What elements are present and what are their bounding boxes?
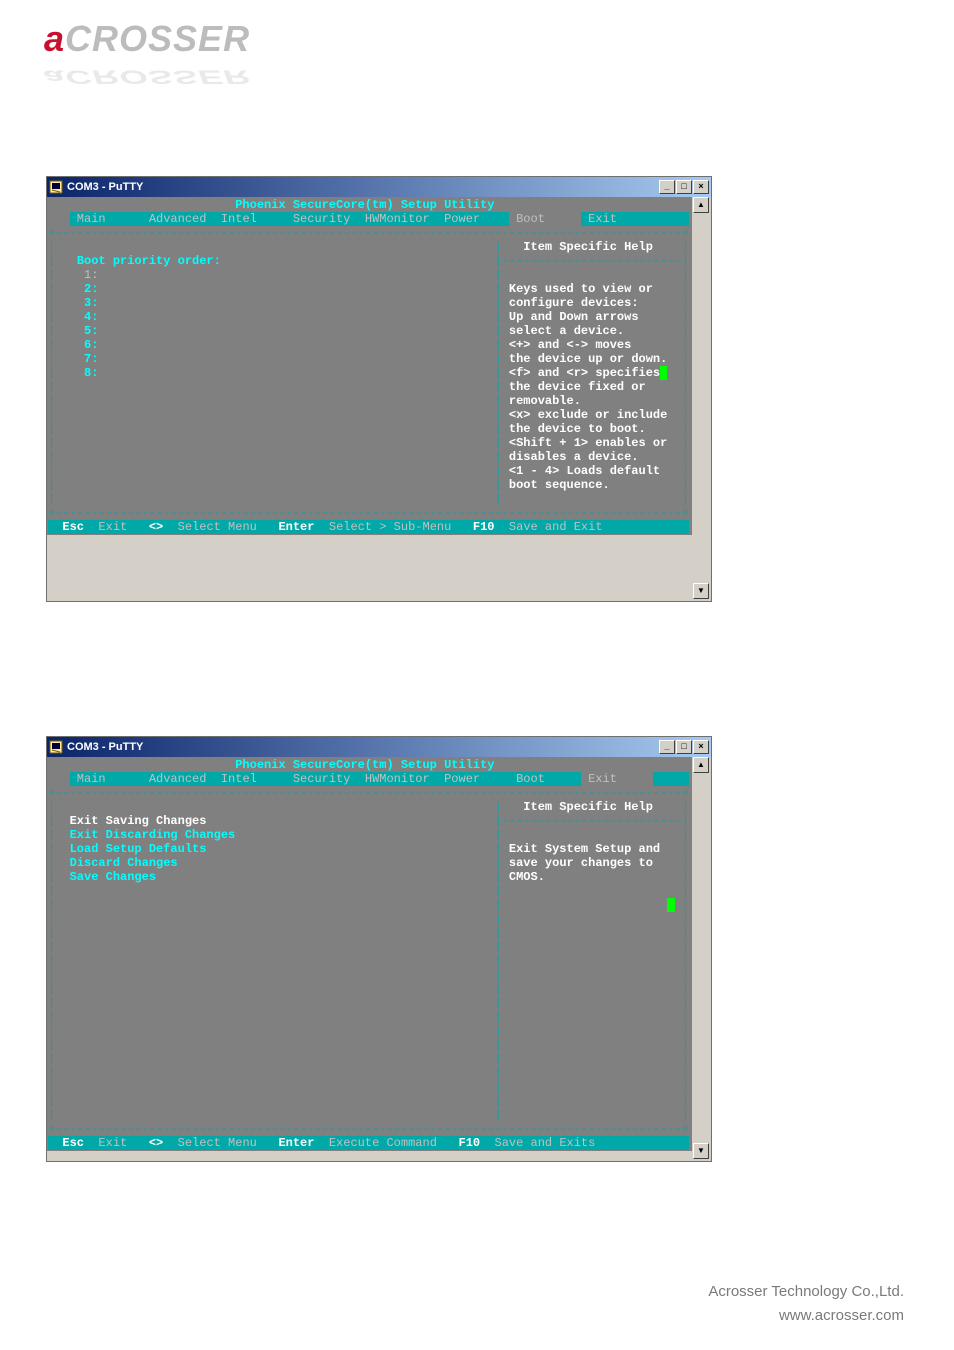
window-title: COM3 - PuTTY <box>67 741 659 753</box>
titlebar[interactable]: COM3 - PuTTY _ □ × <box>47 737 711 757</box>
putty-window-exit: COM3 - PuTTY _ □ × Phoenix SecureCore(tm… <box>46 736 712 1162</box>
acrosser-logo: aCROSSER <box>44 18 250 60</box>
scrollbar[interactable]: ▲ ▼ <box>693 197 709 599</box>
close-button[interactable]: × <box>693 740 709 754</box>
scroll-track[interactable] <box>693 213 709 583</box>
putty-window-boot: COM3 - PuTTY _ □ × Phoenix SecureCore(tm… <box>46 176 712 602</box>
scroll-down-button[interactable]: ▼ <box>693 583 709 599</box>
logo-reflection: aCROSSER <box>44 65 250 88</box>
minimize-button[interactable]: _ <box>659 740 675 754</box>
window-title: COM3 - PuTTY <box>67 181 659 193</box>
terminal-exit[interactable]: Phoenix SecureCore(tm) Setup Utility Mai… <box>47 757 692 1151</box>
maximize-button[interactable]: □ <box>676 740 692 754</box>
terminal-boot[interactable]: Phoenix SecureCore(tm) Setup Utility Mai… <box>47 197 692 535</box>
putty-icon <box>49 740 63 754</box>
maximize-button[interactable]: □ <box>676 180 692 194</box>
scrollbar[interactable]: ▲ ▼ <box>693 757 709 1159</box>
scroll-down-button[interactable]: ▼ <box>693 1143 709 1159</box>
scroll-up-button[interactable]: ▲ <box>693 757 709 773</box>
footer-url: www.acrosser.com <box>708 1304 904 1328</box>
minimize-button[interactable]: _ <box>659 180 675 194</box>
scroll-track[interactable] <box>693 773 709 1143</box>
page-footer: Acrosser Technology Co.,Ltd. www.acrosse… <box>708 1280 904 1328</box>
titlebar[interactable]: COM3 - PuTTY _ □ × <box>47 177 711 197</box>
putty-icon <box>49 180 63 194</box>
footer-company: Acrosser Technology Co.,Ltd. <box>708 1280 904 1304</box>
close-button[interactable]: × <box>693 180 709 194</box>
scroll-up-button[interactable]: ▲ <box>693 197 709 213</box>
